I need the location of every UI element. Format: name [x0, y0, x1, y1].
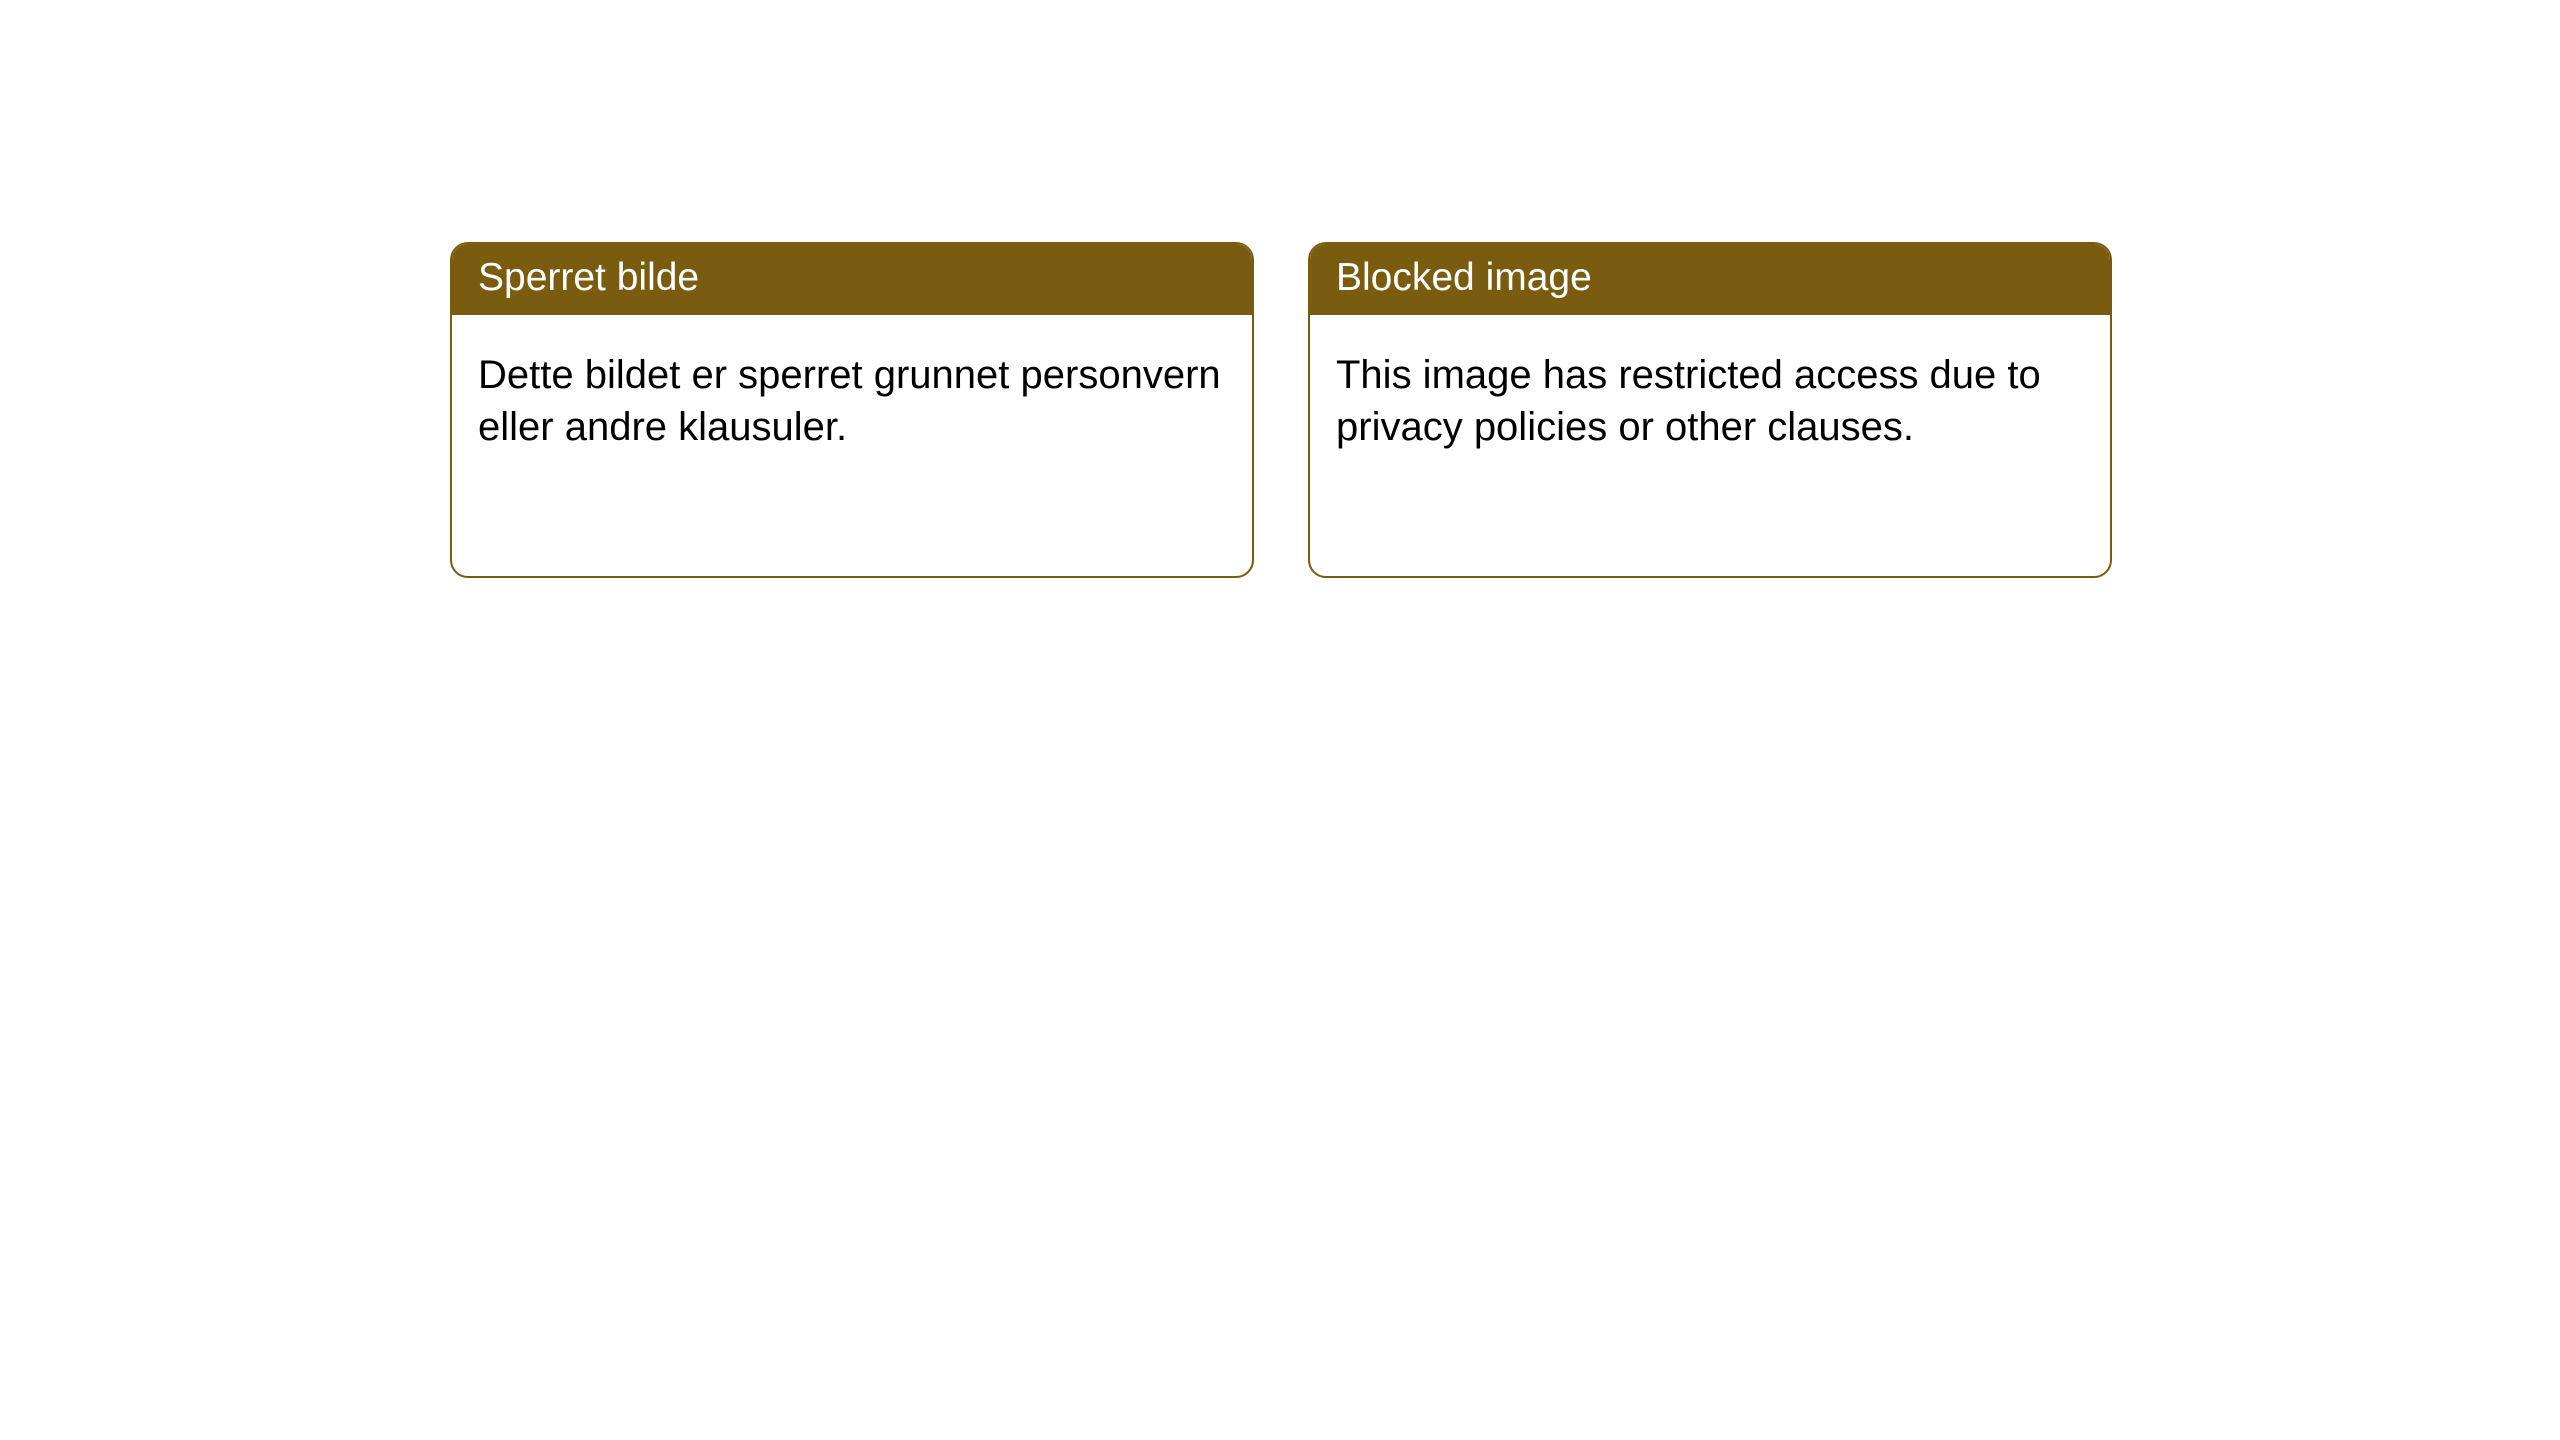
- notice-body: This image has restricted access due to …: [1310, 315, 2110, 487]
- notice-box-norwegian: Sperret bilde Dette bildet er sperret gr…: [450, 242, 1254, 578]
- notice-box-english: Blocked image This image has restricted …: [1308, 242, 2112, 578]
- notice-header: Blocked image: [1310, 244, 2110, 315]
- notices-container: Sperret bilde Dette bildet er sperret gr…: [450, 242, 2560, 578]
- notice-header: Sperret bilde: [452, 244, 1252, 315]
- notice-body: Dette bildet er sperret grunnet personve…: [452, 315, 1252, 487]
